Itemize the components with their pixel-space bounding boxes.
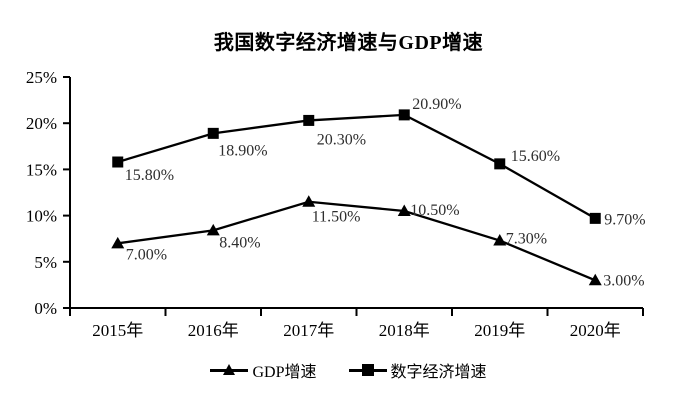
data-label: 20.90% <box>412 96 461 113</box>
square-marker <box>398 109 410 121</box>
series-line-square <box>117 113 596 220</box>
triangle-marker <box>206 223 220 236</box>
triangle-icon <box>223 363 236 375</box>
triangle-marker-icon <box>210 363 249 377</box>
data-label: 15.60% <box>511 148 560 165</box>
x-axis-tick-label: 2019年 <box>474 321 525 340</box>
data-label: 9.70% <box>604 211 645 228</box>
data-label: 15.80% <box>125 167 174 184</box>
x-axis-tick-label: 2020年 <box>570 321 621 340</box>
y-axis-tick-label: 0% <box>34 299 57 318</box>
triangle-marker <box>493 234 507 246</box>
square-marker <box>112 156 124 168</box>
square-marker <box>303 114 315 126</box>
data-label: 3.00% <box>603 272 644 289</box>
chart-legend: GDP增速 数字经济增速 <box>0 358 697 382</box>
legend-label: 数字经济增速 <box>390 364 487 381</box>
chart-title: 我国数字经济增速与GDP增速 <box>213 32 484 54</box>
legend-label: GDP增速 <box>252 364 317 381</box>
square-marker <box>589 212 601 224</box>
y-axis-tick-label: 25% <box>26 68 57 87</box>
x-axis-tick-label: 2017年 <box>283 321 334 340</box>
data-label: 18.90% <box>218 142 267 159</box>
x-axis-tick-label: 2018年 <box>379 321 430 340</box>
y-axis-tick-label: 15% <box>26 160 57 179</box>
square-marker <box>207 127 219 139</box>
triangle-marker <box>111 236 125 249</box>
triangle-marker <box>397 204 411 216</box>
triangle-marker <box>588 273 602 286</box>
y-axis-tick-label: 10% <box>26 207 57 226</box>
x-axis-tick-label: 2015年 <box>92 321 143 340</box>
square-marker <box>494 158 506 170</box>
triangle-marker <box>302 195 316 207</box>
series-line-triangle <box>117 200 596 282</box>
y-axis-tick-label: 5% <box>34 253 57 272</box>
x-axis-tick-label: 2016年 <box>188 321 239 340</box>
data-label: 7.30% <box>506 231 547 248</box>
data-label: 11.50% <box>312 209 361 226</box>
legend-item: GDP增速 <box>210 358 317 382</box>
data-label: 20.30% <box>317 131 366 148</box>
data-label: 10.50% <box>410 202 459 219</box>
square-marker-icon <box>348 364 387 377</box>
legend-item: 数字经济增速 <box>348 358 487 382</box>
data-label: 7.00% <box>126 246 167 263</box>
data-label: 8.40% <box>219 234 260 251</box>
square-icon <box>361 364 374 376</box>
y-axis-tick-label: 20% <box>26 114 57 133</box>
